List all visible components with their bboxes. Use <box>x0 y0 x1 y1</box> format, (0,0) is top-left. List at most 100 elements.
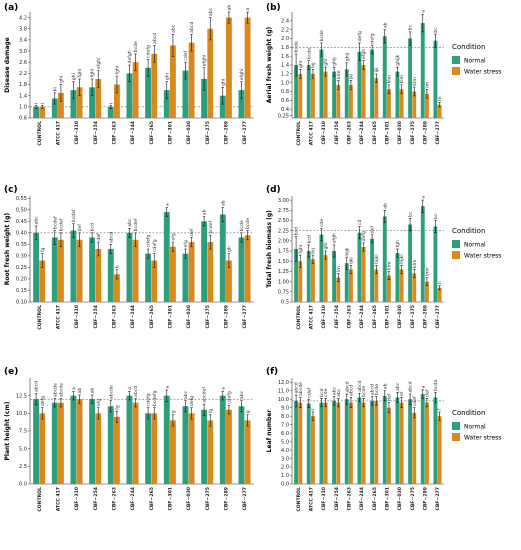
significance-label: f <box>437 408 443 410</box>
significance-label: a <box>221 387 226 390</box>
chart-panel-6: (f) Leaf number 0.0 1.0 2.0 3.0 4.0 5.0 6.0 7.0 8.… <box>266 367 501 512</box>
significance-label: f <box>310 408 316 410</box>
bar-water-stress <box>226 17 232 118</box>
x-tick-label: CBF−289 <box>224 121 230 144</box>
bar-normal <box>89 87 96 118</box>
significance-label: defg <box>370 33 376 43</box>
bar-normal <box>306 65 311 118</box>
y-axis-label: Plant height (cm) <box>4 401 11 460</box>
bar-normal <box>126 232 133 302</box>
bar-normal <box>370 49 375 118</box>
significance-label: ghi <box>58 76 64 83</box>
y-tick-label: 10.0 <box>278 397 289 403</box>
chart-panel-4: (d) Total fresh biomass (g) 0.5 0.75 1.00 1.2… <box>266 185 501 330</box>
y-tick-label: 0.10 <box>16 300 27 306</box>
bar-water-stress <box>425 402 429 484</box>
significance-label: ghi <box>323 59 329 66</box>
bar-water-stress <box>114 274 120 302</box>
significance-label: bcdef <box>133 218 139 231</box>
x-tick-label: CBF−265 <box>372 487 378 510</box>
y-tick-label: 1.4 <box>19 93 27 99</box>
significance-label: a <box>165 386 170 389</box>
significance-label: fghi <box>114 66 120 75</box>
significance-label: i <box>34 103 40 104</box>
y-tick-label: 4.2 <box>19 15 27 21</box>
y-tick-label: 1.4 <box>281 63 289 69</box>
bar-water-stress <box>244 420 251 484</box>
significance-label: bc <box>433 27 439 33</box>
y-tick-label: 4.0 <box>281 448 289 454</box>
significance-label: abcdef <box>202 387 208 403</box>
x-tick-label: CONTROL <box>37 121 43 146</box>
significance-label: klm <box>336 70 342 79</box>
x-tick-label: ATCC 417 <box>309 121 315 145</box>
y-tick-label: 3.0 <box>19 49 27 55</box>
significance-label: efgh <box>332 233 338 243</box>
significance-label: abcd <box>370 384 376 395</box>
x-tick-label: CBF−275 <box>410 487 416 510</box>
y-tick-label: 1.6 <box>281 54 289 60</box>
bar-normal <box>420 206 425 302</box>
bar-water-stress <box>207 420 214 484</box>
bar-normal <box>182 70 189 118</box>
significance-label: bcdef <box>208 220 214 233</box>
bar-normal <box>319 234 324 302</box>
significance-label: abc <box>127 218 133 227</box>
significance-label: abcd <box>133 386 139 397</box>
bar-normal <box>107 106 114 118</box>
x-tick-label: CBF−254 <box>93 305 99 328</box>
significance-label: lmn <box>424 267 430 276</box>
significance-label: ijk <box>374 67 380 73</box>
x-tick-label: ATCC 417 <box>309 305 315 329</box>
y-tick-label: 3.0 <box>281 456 289 462</box>
bar-normal <box>51 237 58 302</box>
y-tick-label: 12.5 <box>16 393 27 399</box>
x-tick-label: CBF−244 <box>130 121 136 144</box>
significance-label: bcde <box>239 220 245 231</box>
bar-normal <box>201 409 208 484</box>
x-tick-label: CONTROL <box>296 305 302 330</box>
significance-label: klm <box>412 259 418 268</box>
bar-normal <box>344 399 349 484</box>
x-tick-label: CBF−301 <box>385 305 391 328</box>
bar-normal <box>294 65 299 118</box>
bar-normal <box>382 36 387 118</box>
bar-normal <box>219 214 226 302</box>
y-tick-label: 2.0 <box>281 465 289 471</box>
bar-normal <box>370 238 375 302</box>
significance-label: i <box>40 103 46 104</box>
significance-label: fghi <box>90 69 96 78</box>
bar-water-stress <box>132 62 139 118</box>
bar-water-stress <box>349 84 353 118</box>
bar-water-stress <box>95 413 102 484</box>
y-tick-label: 0.25 <box>278 113 289 119</box>
x-tick-label: CBF−263 <box>112 121 118 144</box>
significance-label: efghi <box>202 55 208 67</box>
x-tick-label: CBF−265 <box>372 305 378 328</box>
y-axis-label: Disease damage <box>4 37 11 92</box>
bar-normal <box>107 249 114 302</box>
bar-water-stress <box>244 17 251 118</box>
bar-normal <box>344 263 349 302</box>
x-tick-label: CBF−030 <box>186 305 192 328</box>
x-tick-label: CBF−275 <box>205 305 211 328</box>
bar-water-stress <box>39 413 46 484</box>
y-tick-label: 0.55 <box>16 196 27 202</box>
bar-normal <box>238 90 245 118</box>
y-tick-label: 1.8 <box>281 45 289 51</box>
x-tick-label: CONTROL <box>37 487 43 512</box>
significance-label: efghi <box>239 69 245 81</box>
bar-water-stress <box>311 73 315 118</box>
bar-water-stress <box>244 235 251 302</box>
significance-label: abcde <box>298 382 304 396</box>
bar-water-stress <box>58 402 64 484</box>
significance-label: bcde <box>319 30 325 41</box>
bar-water-stress <box>361 65 366 118</box>
x-tick-label: CONTROL <box>37 305 43 330</box>
significance-label: efghi <box>96 58 102 70</box>
significance-label: bcd <box>90 223 96 231</box>
bar-normal <box>332 71 337 118</box>
significance-label: defg <box>361 231 367 241</box>
bar-normal <box>408 399 413 484</box>
significance-label: ghi <box>164 73 170 80</box>
